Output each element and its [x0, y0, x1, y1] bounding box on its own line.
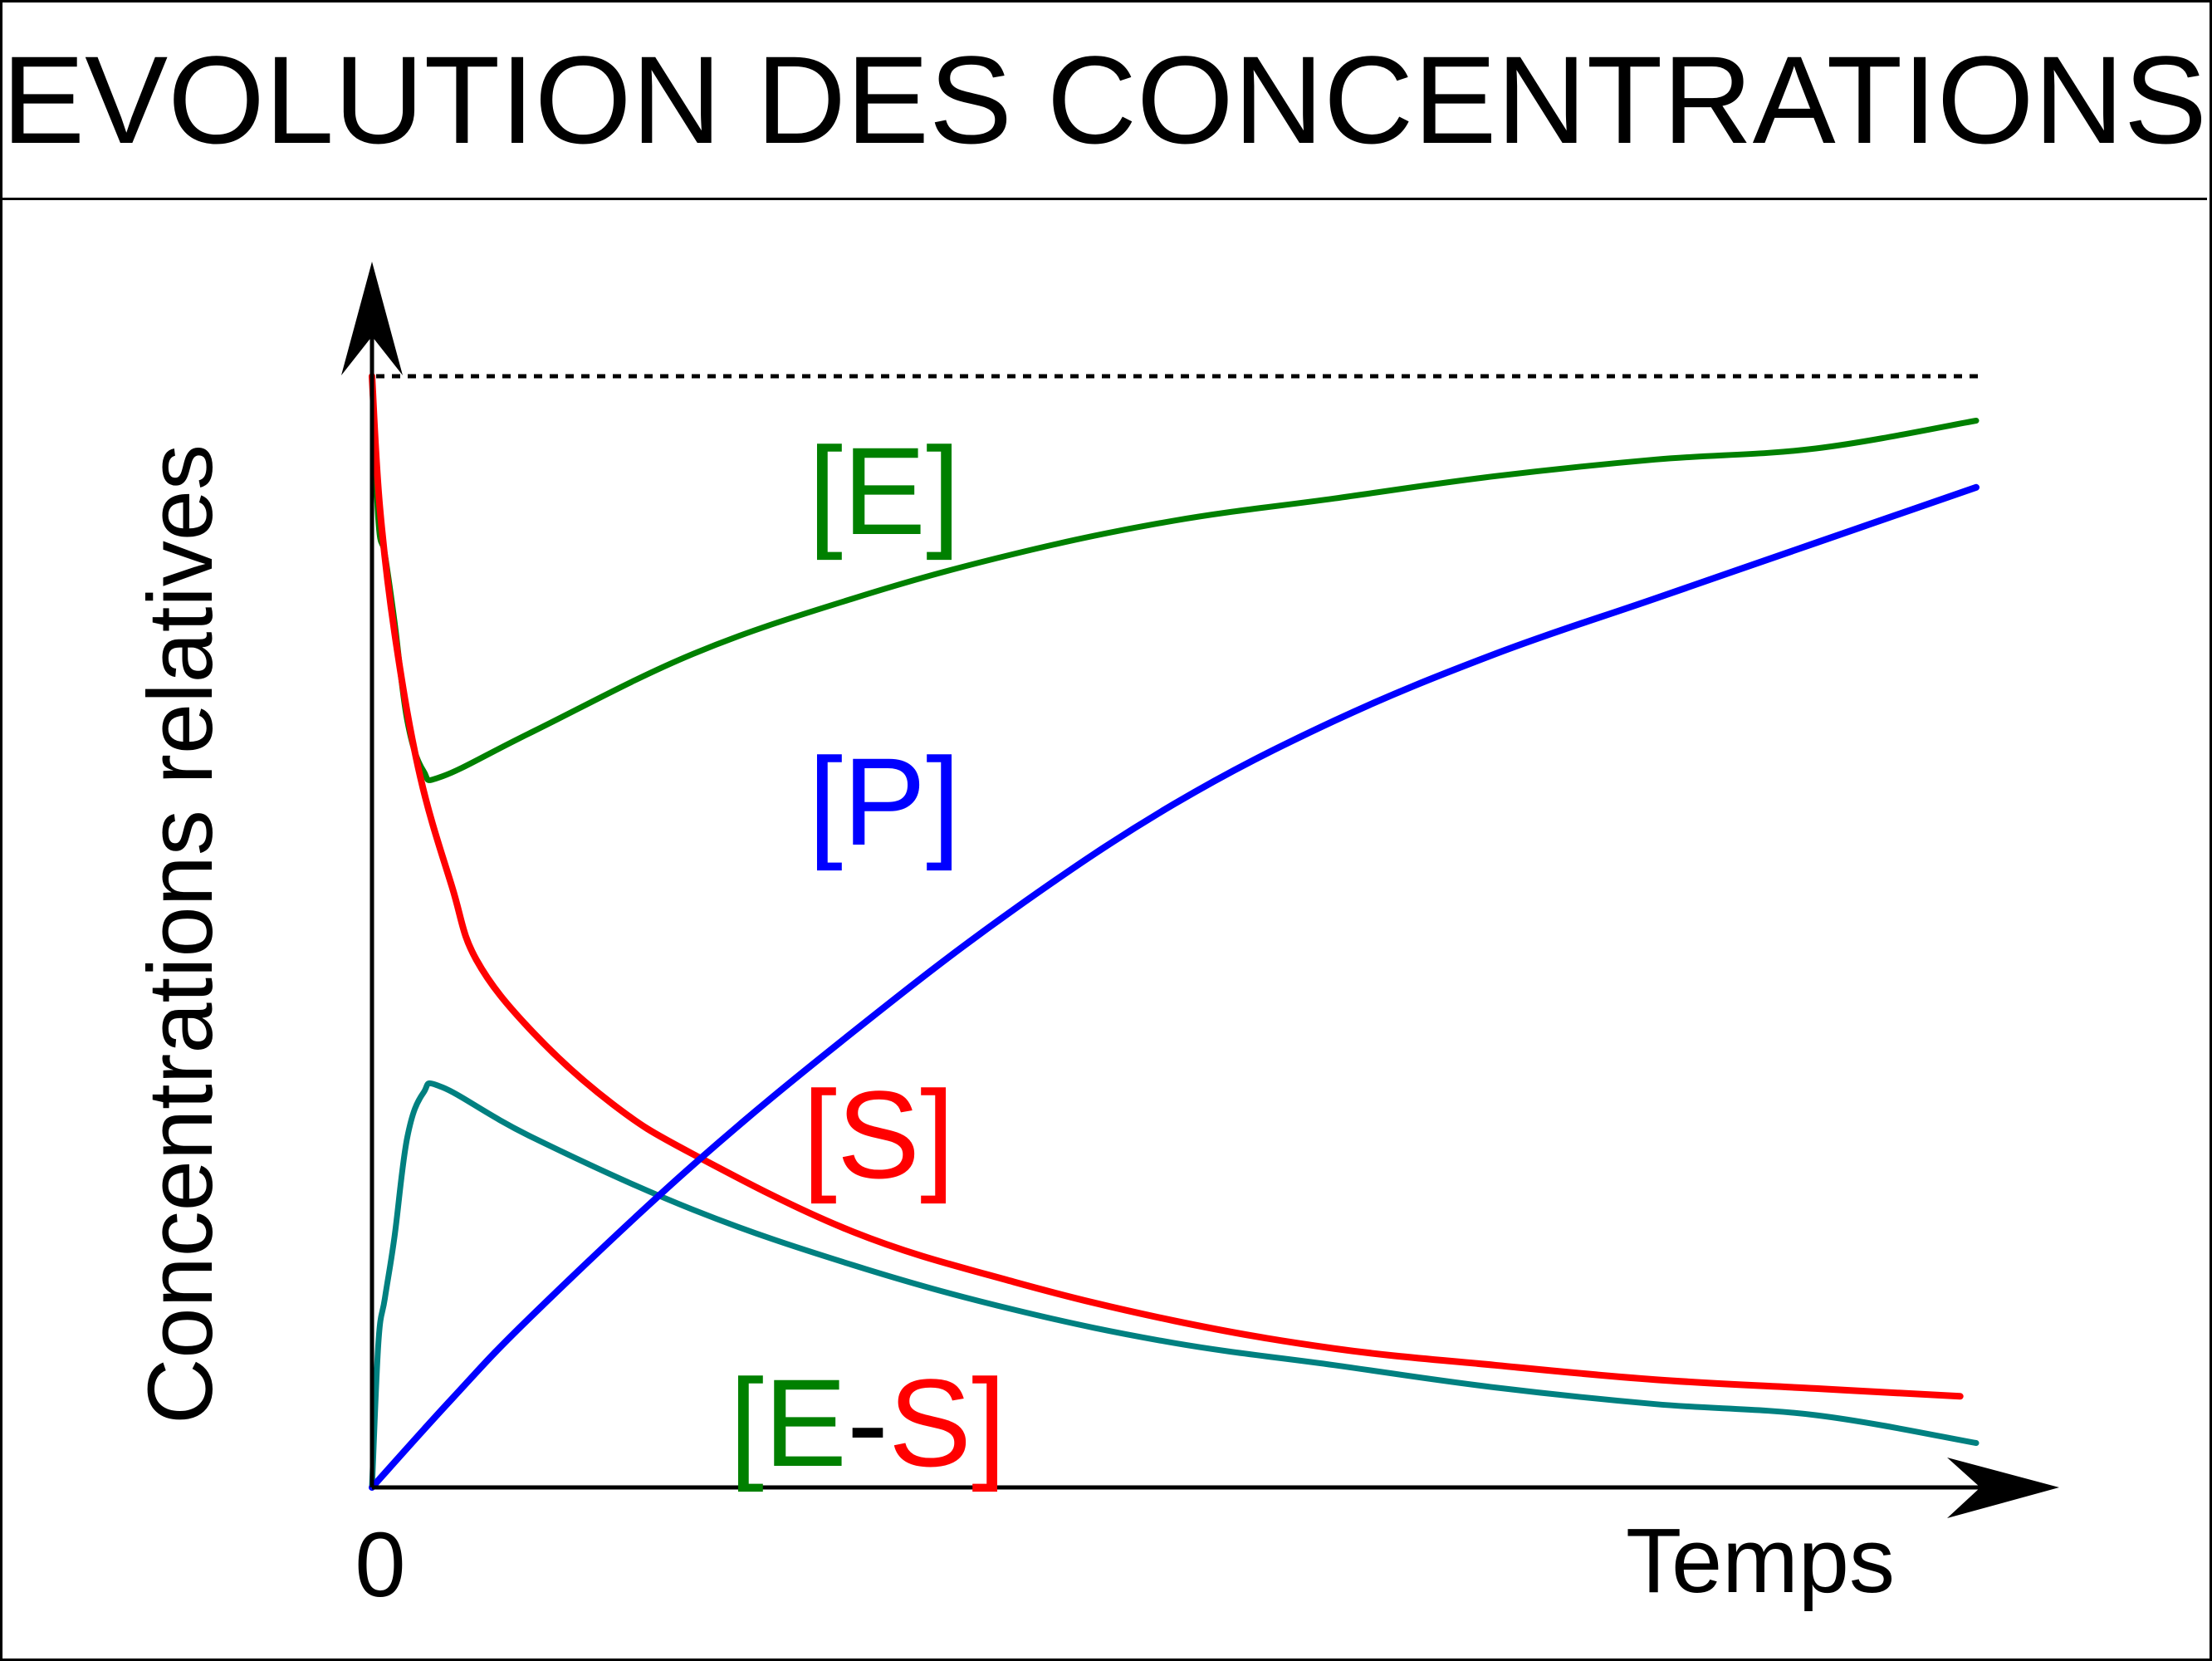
series-label-part: [P] [808, 732, 960, 871]
series-line-e [369, 373, 1980, 783]
chart-title: EVOLUTION DES CONCENTRATIONS [2, 30, 2207, 169]
series-label-part: [E [729, 1353, 847, 1492]
series-label-part: [E] [808, 421, 960, 561]
series-label-s: [S] [802, 1065, 954, 1204]
series-label-part: - [847, 1353, 888, 1492]
series-label-p: [P] [808, 732, 960, 871]
x-tick-label: 0 [355, 1514, 405, 1616]
series-label-part: S] [888, 1353, 1006, 1492]
y-axis-label: Concentrations relatives [130, 444, 232, 1424]
series-line-s [369, 373, 1964, 1400]
x-axis-arrowhead [1947, 1458, 2059, 1518]
series-label-part: [S] [802, 1065, 954, 1204]
y-axis-arrowhead [341, 262, 403, 375]
axis-layer: 0 Temps Concentrations relatives [130, 262, 2059, 1616]
series-line-p [369, 483, 1980, 1491]
series-labels: [E] [P] [S] [E-S] [729, 421, 1006, 1492]
series-label-e: [E] [808, 421, 960, 561]
series-line-e-s [369, 1080, 1980, 1491]
x-axis-label: Temps [1626, 1510, 1895, 1612]
title-bar: EVOLUTION DES CONCENTRATIONS [2, 2, 2207, 200]
plot-layer [369, 373, 1980, 1491]
series-label-e-s: [E-S] [729, 1353, 1006, 1492]
